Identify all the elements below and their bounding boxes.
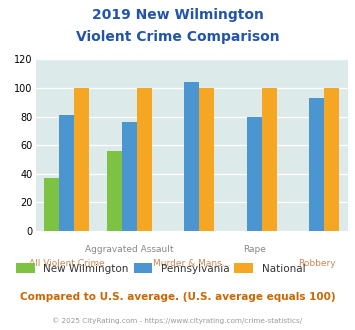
Text: Compared to U.S. average. (U.S. average equals 100): Compared to U.S. average. (U.S. average … bbox=[20, 292, 335, 302]
Text: Aggravated Assault: Aggravated Assault bbox=[85, 245, 174, 254]
Text: All Violent Crime: All Violent Crime bbox=[29, 259, 105, 268]
Bar bbox=[74, 88, 89, 231]
Bar bbox=[309, 98, 324, 231]
Text: © 2025 CityRating.com - https://www.cityrating.com/crime-statistics/: © 2025 CityRating.com - https://www.city… bbox=[53, 317, 302, 324]
Text: Violent Crime Comparison: Violent Crime Comparison bbox=[76, 30, 279, 44]
Bar bbox=[262, 88, 277, 231]
Text: Murder & Mans...: Murder & Mans... bbox=[153, 259, 230, 268]
Text: Rape: Rape bbox=[243, 245, 266, 254]
Bar bbox=[184, 82, 199, 231]
Bar bbox=[137, 88, 152, 231]
Bar bbox=[59, 115, 74, 231]
Legend: New Wilmington, Pennsylvania, National: New Wilmington, Pennsylvania, National bbox=[16, 263, 305, 274]
Text: 2019 New Wilmington: 2019 New Wilmington bbox=[92, 8, 263, 22]
Bar bbox=[122, 122, 137, 231]
Bar bbox=[247, 116, 262, 231]
Bar bbox=[44, 178, 59, 231]
Bar bbox=[199, 88, 214, 231]
Bar bbox=[324, 88, 339, 231]
Text: Robbery: Robbery bbox=[298, 259, 335, 268]
Bar bbox=[107, 151, 122, 231]
